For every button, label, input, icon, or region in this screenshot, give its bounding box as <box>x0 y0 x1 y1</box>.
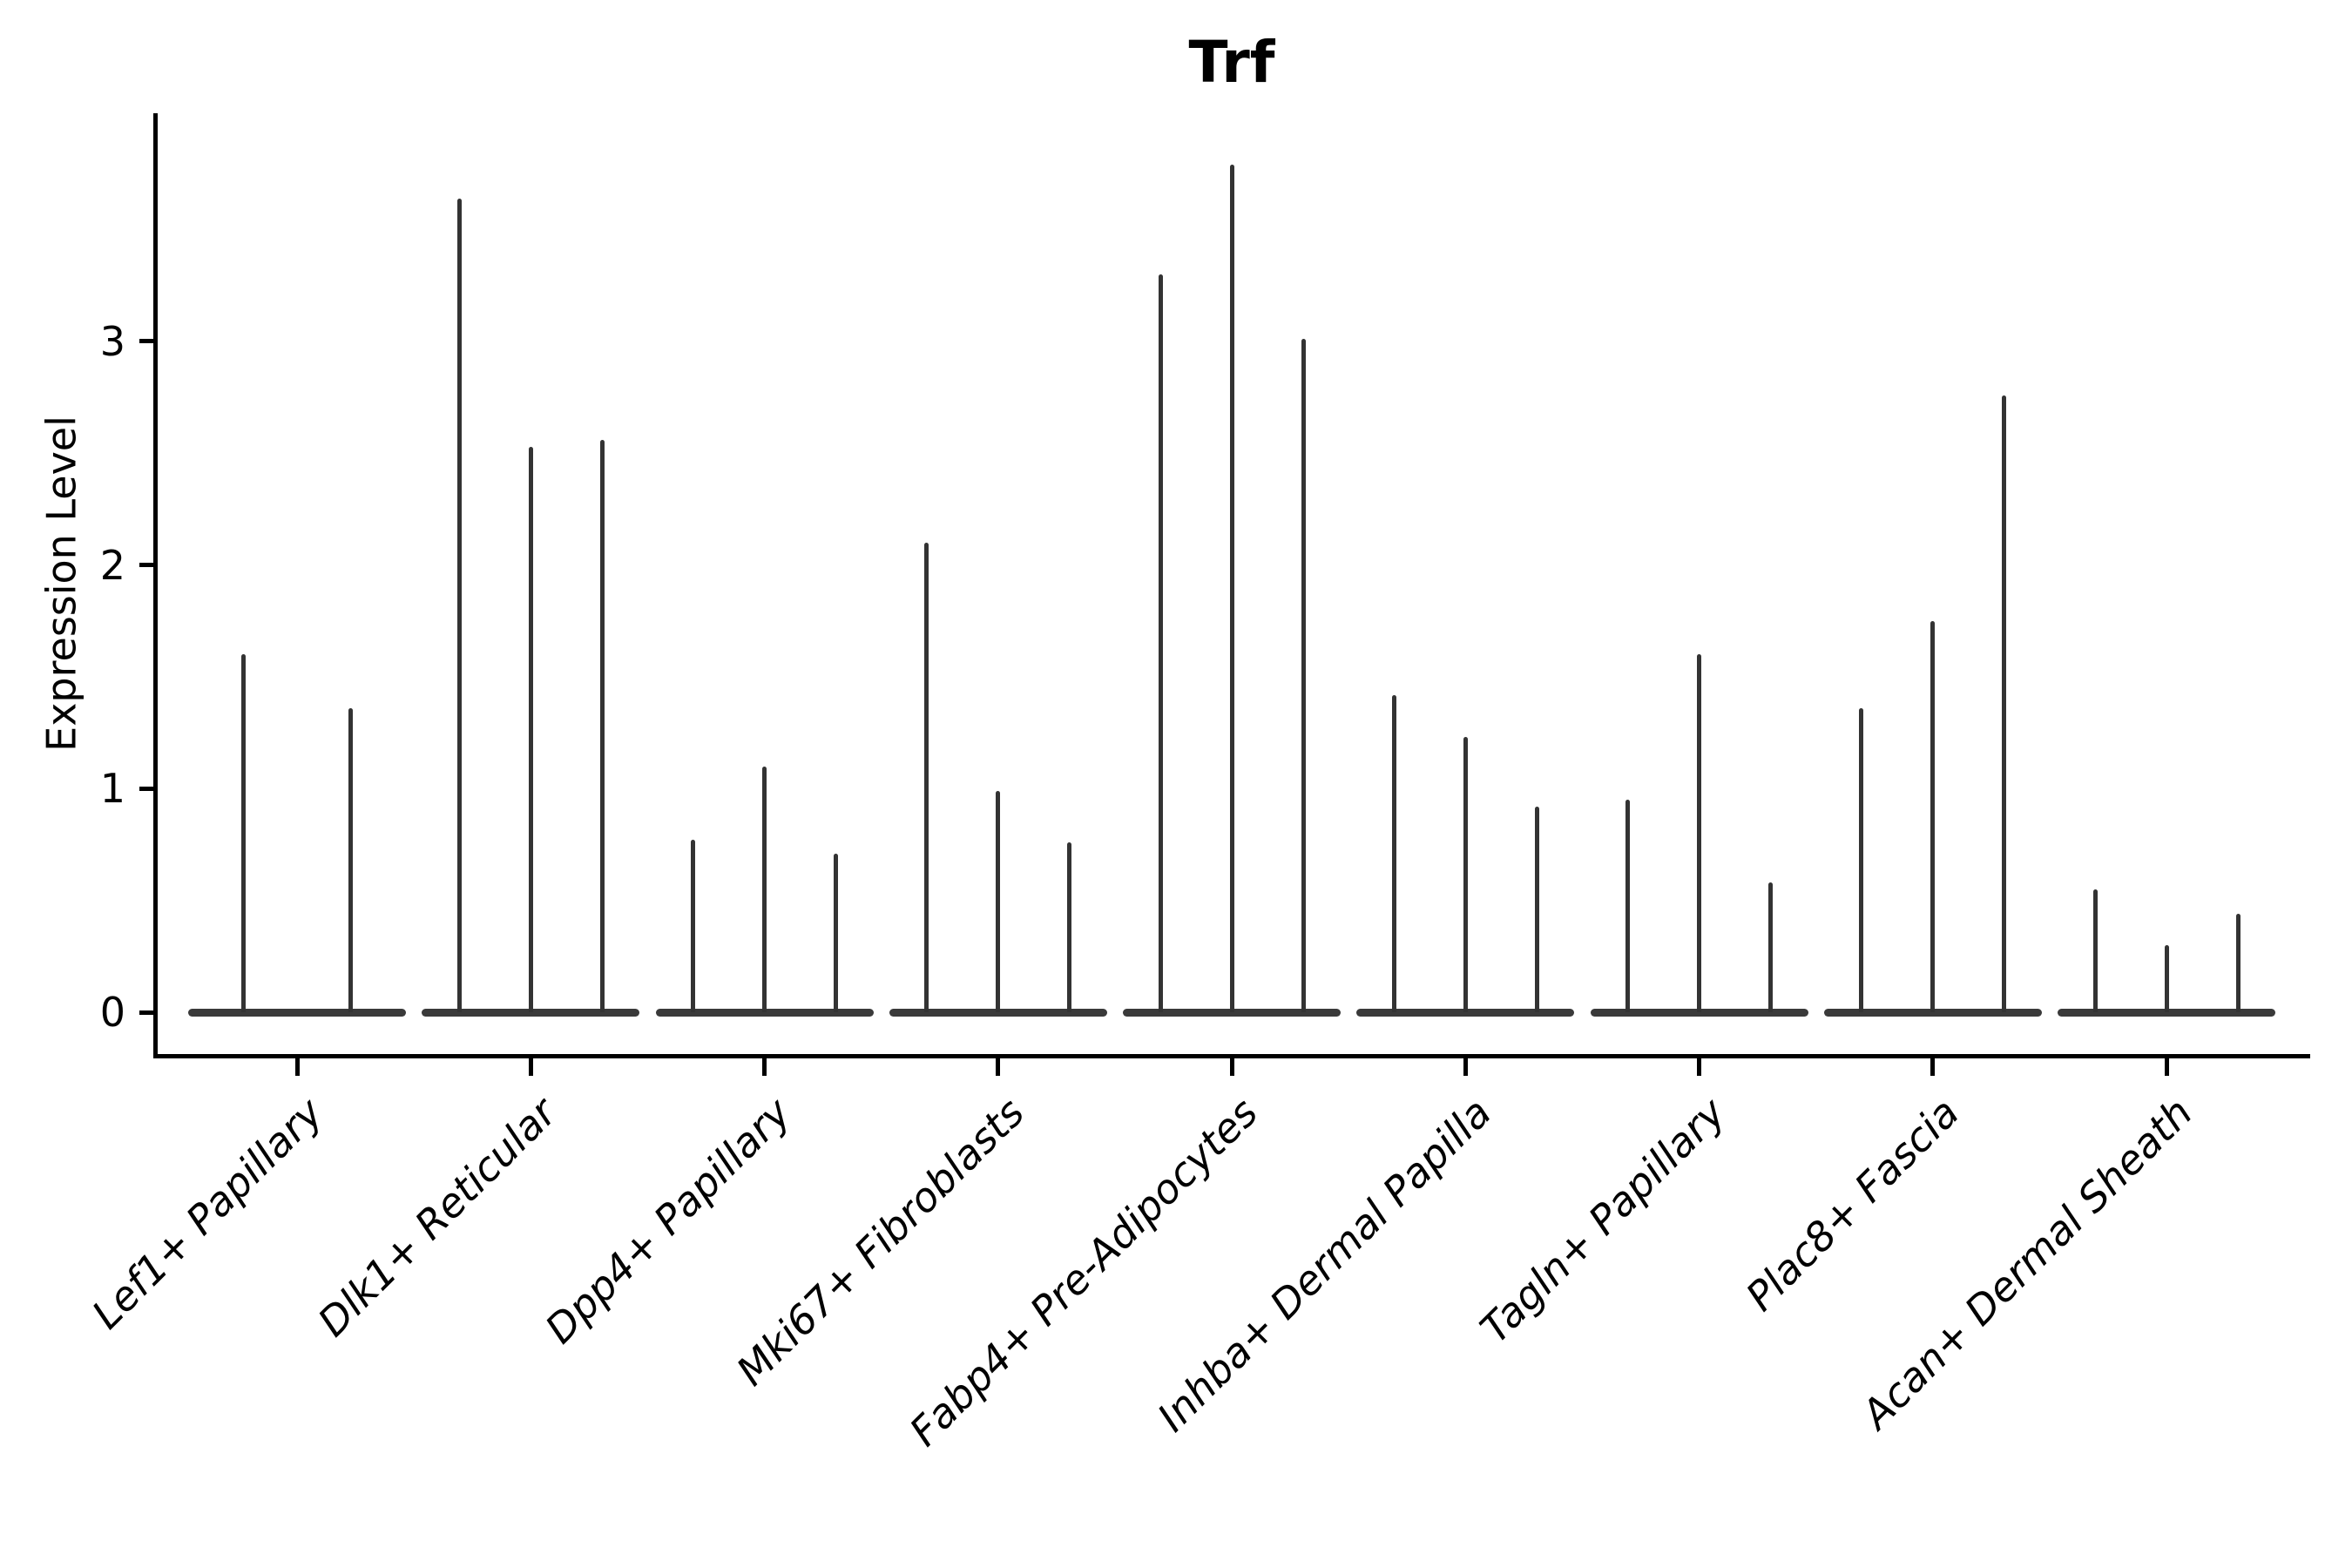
x-tick-label-1: Lef1+ Papillary <box>83 1088 333 1338</box>
x-tick-mark <box>294 1057 300 1076</box>
x-tick-mark <box>1930 1057 1936 1076</box>
violin-spike <box>2164 944 2169 1012</box>
violin-spike <box>528 446 533 1012</box>
violin-spike <box>2235 914 2240 1012</box>
violin-base <box>1823 1008 2042 1017</box>
violin-spike <box>1158 274 1163 1012</box>
x-axis-spine <box>153 1054 2310 1058</box>
violin-base <box>1356 1008 1575 1017</box>
y-tick-mark <box>139 339 155 344</box>
violin-spike <box>1768 882 1773 1012</box>
y-tick-label: 1 <box>99 765 125 813</box>
violin-spike <box>1859 707 1864 1012</box>
y-tick-mark <box>139 1010 155 1015</box>
violin-spike <box>1625 800 1630 1012</box>
y-tick-label: 2 <box>99 541 125 589</box>
violin-base <box>1590 1008 1808 1017</box>
y-tick-mark <box>139 563 155 568</box>
violin-spike <box>456 198 462 1012</box>
violin-spike <box>691 840 695 1012</box>
violin-base <box>1123 1008 1341 1017</box>
violin-spike <box>241 654 246 1012</box>
y-tick-label: 0 <box>99 989 125 1036</box>
y-tick-mark <box>139 786 155 791</box>
violin-spike <box>2002 395 2007 1012</box>
violin-spike <box>1697 654 1701 1012</box>
violin-base <box>188 1008 406 1017</box>
violin-spike <box>1301 339 1306 1012</box>
violin-spike <box>348 707 353 1012</box>
violin-spike <box>1391 694 1396 1012</box>
y-axis-spine <box>153 113 158 1058</box>
x-tick-mark <box>1697 1057 1701 1076</box>
violin-spike <box>762 766 767 1012</box>
violin-spike <box>2092 889 2098 1012</box>
violin-spike <box>834 853 838 1012</box>
x-tick-mark <box>528 1057 533 1076</box>
x-tick-mark <box>762 1057 767 1076</box>
violin-base <box>422 1008 640 1017</box>
x-tick-mark <box>2164 1057 2169 1076</box>
violin-spike <box>1067 841 1072 1012</box>
violin-spike <box>1463 737 1468 1012</box>
violin-spike <box>599 439 605 1012</box>
x-tick-mark <box>1229 1057 1234 1076</box>
violin-spike <box>996 790 1001 1012</box>
x-tick-label-3: Dpp4+ Papillary <box>535 1088 800 1353</box>
violin-base <box>2058 1008 2275 1017</box>
violin-spike <box>1534 806 1539 1012</box>
violin-spike <box>1229 165 1234 1012</box>
violin-spike <box>1930 620 1936 1012</box>
y-axis-label: Expression Level <box>37 416 85 752</box>
violin-base <box>889 1008 1107 1017</box>
chart-title: Trf <box>1188 29 1275 96</box>
x-tick-mark <box>1463 1057 1468 1076</box>
y-tick-label: 3 <box>99 317 125 365</box>
x-tick-label-2: Dlk1+ Reticular <box>308 1088 566 1346</box>
x-tick-label-7: Tagln+ Papillary <box>1470 1088 1734 1353</box>
x-tick-label-8: Plac8+ Fascia <box>1736 1088 1968 1321</box>
x-tick-mark <box>996 1057 1001 1076</box>
violin-spike <box>924 542 929 1012</box>
violin-base <box>655 1008 874 1017</box>
